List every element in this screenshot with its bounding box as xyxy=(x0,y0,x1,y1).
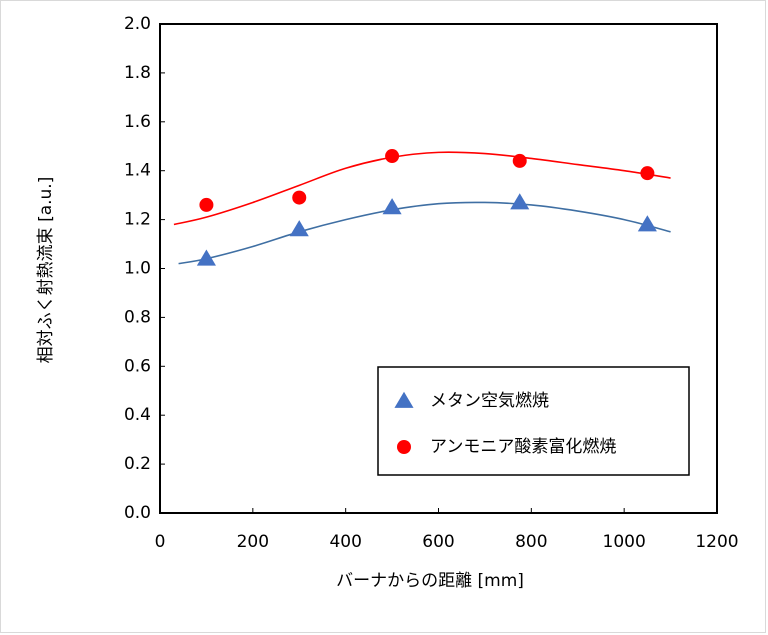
data-point xyxy=(385,149,400,164)
y-tick-label: 0.4 xyxy=(124,405,151,425)
x-tick-label: 600 xyxy=(422,532,454,552)
y-tick-label: 1.8 xyxy=(124,63,151,83)
data-point xyxy=(637,215,657,232)
y-tick-label: 0.8 xyxy=(124,307,151,327)
data-point xyxy=(510,193,530,210)
y-tick-label: 2.0 xyxy=(124,14,151,34)
legend-label: アンモニア酸素富化燃焼 xyxy=(430,437,616,457)
data-point xyxy=(199,197,214,212)
fit-curve xyxy=(178,201,671,265)
y-tick-label: 0.0 xyxy=(124,503,151,523)
data-point xyxy=(196,249,216,266)
y-tick-label: 0.6 xyxy=(124,356,151,376)
legend-marker xyxy=(394,391,414,408)
fit-curve xyxy=(173,151,671,226)
x-tick-label: 200 xyxy=(237,532,269,552)
y-tick-label: 1.4 xyxy=(124,161,151,181)
y-tick-label: 1.2 xyxy=(124,210,151,230)
legend-box xyxy=(377,366,690,476)
data-point xyxy=(292,190,307,205)
x-axis-title: バーナからの距離 [mm] xyxy=(336,571,524,591)
legend-label: メタン空気燃焼 xyxy=(430,391,549,411)
x-tick-label: 800 xyxy=(515,532,547,552)
x-tick-label: 1200 xyxy=(695,532,738,552)
data-point xyxy=(289,220,309,237)
y-tick-label: 1.6 xyxy=(124,112,151,132)
y-tick-label: 0.2 xyxy=(124,454,151,474)
x-tick-label: 0 xyxy=(155,532,166,552)
y-tick-label: 1.0 xyxy=(124,259,151,279)
x-tick-label: 400 xyxy=(329,532,361,552)
data-point xyxy=(640,166,655,181)
data-point xyxy=(512,153,527,168)
data-point xyxy=(382,198,402,215)
y-axis-title: 相対ふく射熱流束 [a.u.] xyxy=(36,177,56,364)
x-tick-label: 1000 xyxy=(603,532,646,552)
legend-marker xyxy=(397,440,411,454)
